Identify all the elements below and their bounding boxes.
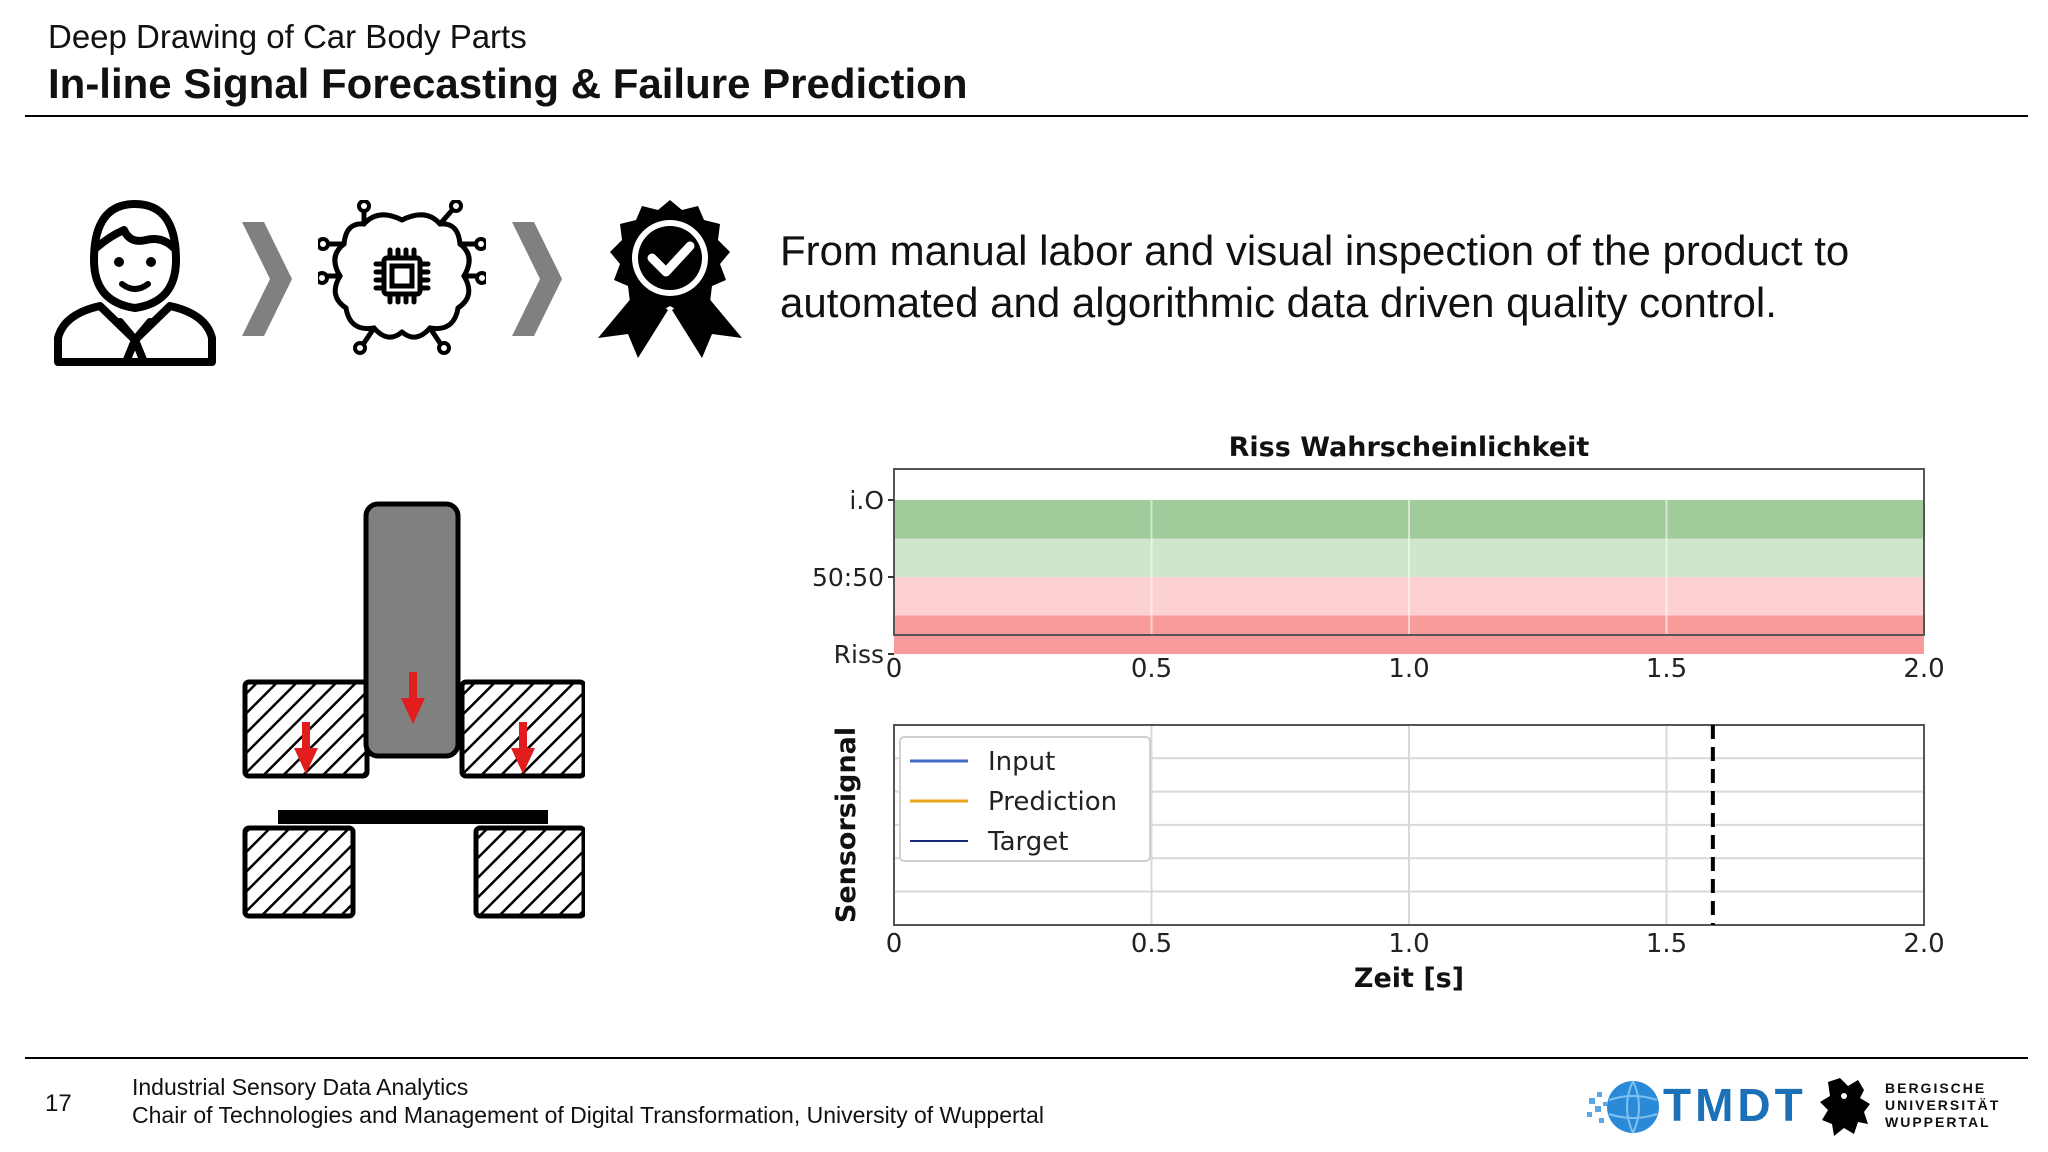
footer-divider [25,1057,2028,1059]
force-arrow [294,722,318,774]
statement-text: From manual labor and visual inspection … [780,227,1850,326]
force-arrow [511,722,535,774]
x-tick-label: 1.5 [1646,929,1687,959]
university-name: BERGISCHE UNIVERSITÄT WUPPERTAL [1885,1080,2001,1130]
charts-figure: Riss Wahrscheinlichkeit i.O 50:50 Riss 0 0.… [812,432,1945,994]
chevron-right-icon [512,222,562,336]
chart-frame [893,468,1925,636]
x-tick-label: 1.5 [1646,654,1687,684]
header-divider [25,115,2028,117]
x-axis-label: Zeit [s] [1354,963,1464,994]
tmdt-logo-text: TMDT [1663,1079,1807,1131]
x-tick-label: 0 [886,654,903,684]
slide-title: In-line Signal Forecasting & Failure Pre… [48,60,968,107]
x-tick-label: 0 [886,929,903,959]
legend: Input Prediction Target [899,736,1151,862]
y-tick-label: i.O [849,486,884,515]
page-number: 17 [45,1090,72,1117]
x-tick-label: 0.5 [1131,929,1172,959]
deep-drawing-diagram [242,501,585,919]
chart-frame [893,724,1925,926]
tmdt-globe-logo-icon [1587,1080,1659,1134]
sheet-metal [278,810,548,824]
legend-label: Prediction [988,787,1117,817]
punch [363,501,461,759]
x-tick-label: 2.0 [1903,654,1944,684]
die-right [473,825,585,919]
die-left [242,825,356,919]
legend-label: Input [988,747,1055,777]
x-tick-label: 1.0 [1388,654,1429,684]
university-lion-logo-icon [1820,1078,1870,1136]
x-tick-label: 1.0 [1388,929,1429,959]
worker-icon [54,200,216,366]
footer-course: Industrial Sensory Data Analytics [132,1074,469,1100]
force-arrow [401,672,425,724]
chevron-right-icon [242,222,292,336]
y-tick-label: Riss [834,640,884,669]
quality-badge-check-icon [598,200,742,358]
x-tick-label: 2.0 [1903,929,1944,959]
chart-title: Riss Wahrscheinlichkeit [1229,432,1590,463]
footer-chair: Chair of Technologies and Management of … [132,1102,1044,1128]
legend-label: Target [987,827,1068,857]
y-tick-label: 50:50 [812,563,884,592]
slide-subtitle: Deep Drawing of Car Body Parts [48,18,527,55]
ai-brain-chip-icon [318,200,486,355]
x-tick-label: 0.5 [1131,654,1172,684]
y-axis-label: Sensorsignal [831,727,862,923]
